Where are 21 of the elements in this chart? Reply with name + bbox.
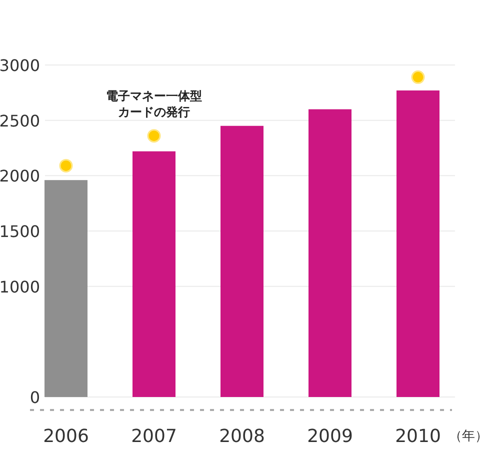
point <box>411 70 425 84</box>
y-tick-label: 1000 <box>0 277 40 296</box>
x-tick-label: 2009 <box>307 426 353 447</box>
annotation: 電子マネー一体型カードの発行 <box>105 88 203 120</box>
y-tick-label: 3000 <box>0 56 40 75</box>
x-tick-label: 2007 <box>131 426 177 447</box>
x-tick-label: 2008 <box>219 426 265 447</box>
x-axis-title: （年） <box>449 429 488 444</box>
x-tick-label: 2010 <box>395 426 441 447</box>
bar <box>396 90 440 397</box>
x-tick-label: 2006 <box>43 426 89 447</box>
y-tick-label: 2000 <box>0 166 40 186</box>
bar <box>220 126 264 397</box>
y-tick-label: 2500 <box>0 111 40 130</box>
bar <box>44 180 88 397</box>
point <box>59 158 73 172</box>
y-tick-label: 0 <box>30 388 40 407</box>
y-tick-label: 1500 <box>0 222 40 241</box>
bar <box>308 109 352 397</box>
bar <box>132 151 176 397</box>
point <box>147 129 161 143</box>
